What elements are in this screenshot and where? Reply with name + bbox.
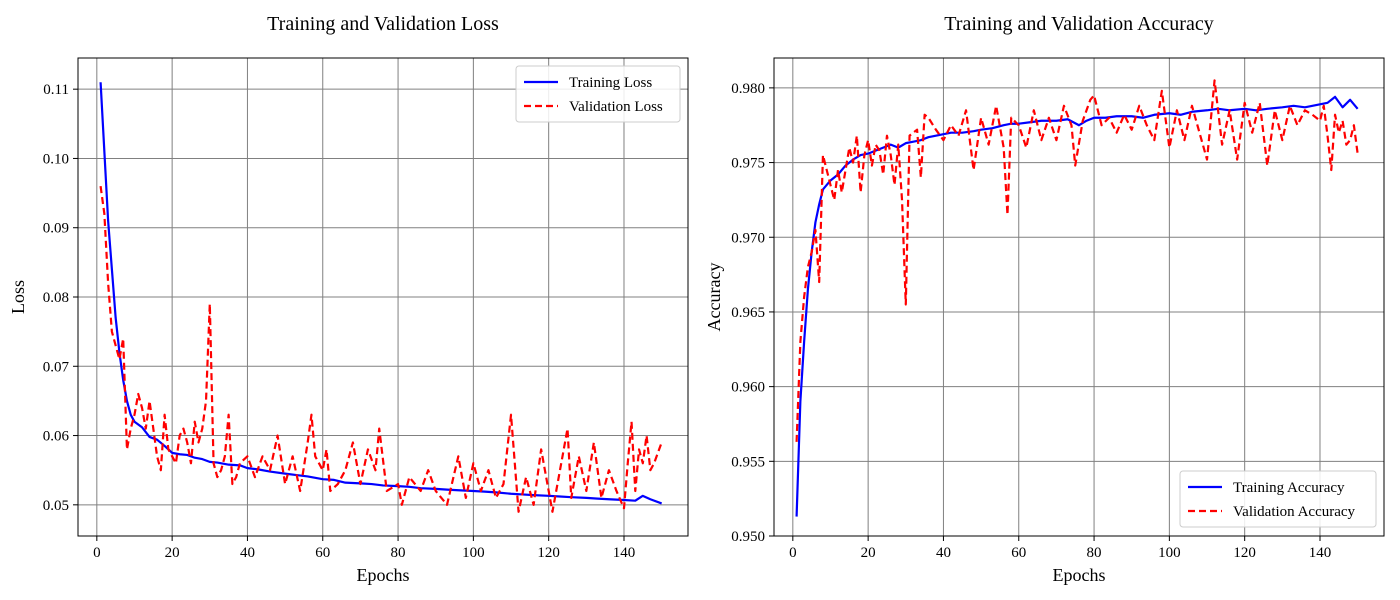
x-tick-label: 80 <box>391 545 406 561</box>
x-axis-label: Epochs <box>357 565 410 585</box>
y-tick-label: 0.08 <box>43 290 69 306</box>
x-tick-label: 120 <box>537 545 560 561</box>
y-tick-label: 0.955 <box>731 454 765 470</box>
x-tick-label: 80 <box>1087 545 1102 561</box>
x-tick-label: 140 <box>1309 545 1332 561</box>
x-tick-label: 40 <box>240 545 255 561</box>
accuracy-chart: 0 20 40 60 80 100 120 140 0.950 0.955 0.960 0.965 0.… <box>704 13 1385 585</box>
x-tick-label: 100 <box>1158 545 1181 561</box>
y-tick-label: 0.960 <box>731 380 765 396</box>
chart-title: Training and Validation Loss <box>267 13 499 35</box>
y-tick-label: 0.970 <box>731 230 765 246</box>
loss-chart: 0 20 40 60 80 100 120 140 0.05 0.06 0.07 0.08 0.09 0.… <box>8 13 689 585</box>
x-tick-label: 40 <box>936 545 951 561</box>
y-tick-label: 0.06 <box>43 429 70 445</box>
legend-label: Training Accuracy <box>1233 480 1345 496</box>
chart-title: Training and Validation Accuracy <box>944 13 1213 35</box>
legend-label: Training Loss <box>569 75 652 91</box>
x-tick-label: 20 <box>861 545 876 561</box>
x-axis-label: Epochs <box>1053 565 1106 585</box>
x-tick-label: 0 <box>789 545 797 561</box>
y-tick-label: 0.965 <box>731 305 765 321</box>
x-tick-label: 60 <box>1011 545 1026 561</box>
y-tick-label: 0.975 <box>731 156 765 172</box>
series-line-validation <box>99 186 663 513</box>
legend: Training Accuracy Validation Accuracy <box>1179 470 1377 528</box>
y-tick-label: 0.980 <box>731 81 765 97</box>
x-tick-label: 120 <box>1233 545 1256 561</box>
plot-frame <box>773 57 1385 537</box>
y-tick-label: 0.05 <box>43 498 69 514</box>
x-tick-label: 140 <box>613 545 636 561</box>
x-tick-label: 0 <box>93 545 101 561</box>
x-tick-label: 20 <box>165 545 180 561</box>
y-tick-label: 0.950 <box>731 529 765 545</box>
legend-box <box>515 65 681 123</box>
x-tick-label: 60 <box>315 545 330 561</box>
x-tick-label: 100 <box>462 545 485 561</box>
legend-label: Validation Accuracy <box>1233 504 1356 520</box>
series-line-validation <box>795 79 1359 442</box>
y-tick-label: 0.09 <box>43 221 69 237</box>
y-tick-label: 0.07 <box>43 359 70 375</box>
y-axis-label: Loss <box>8 280 28 314</box>
y-axis-label: Accuracy <box>704 263 724 332</box>
y-tick-label: 0.10 <box>43 151 69 167</box>
legend: Training Loss Validation Loss <box>515 65 681 123</box>
legend-label: Validation Loss <box>569 99 663 115</box>
legend-box <box>1179 470 1377 528</box>
y-tick-label: 0.11 <box>43 82 69 98</box>
